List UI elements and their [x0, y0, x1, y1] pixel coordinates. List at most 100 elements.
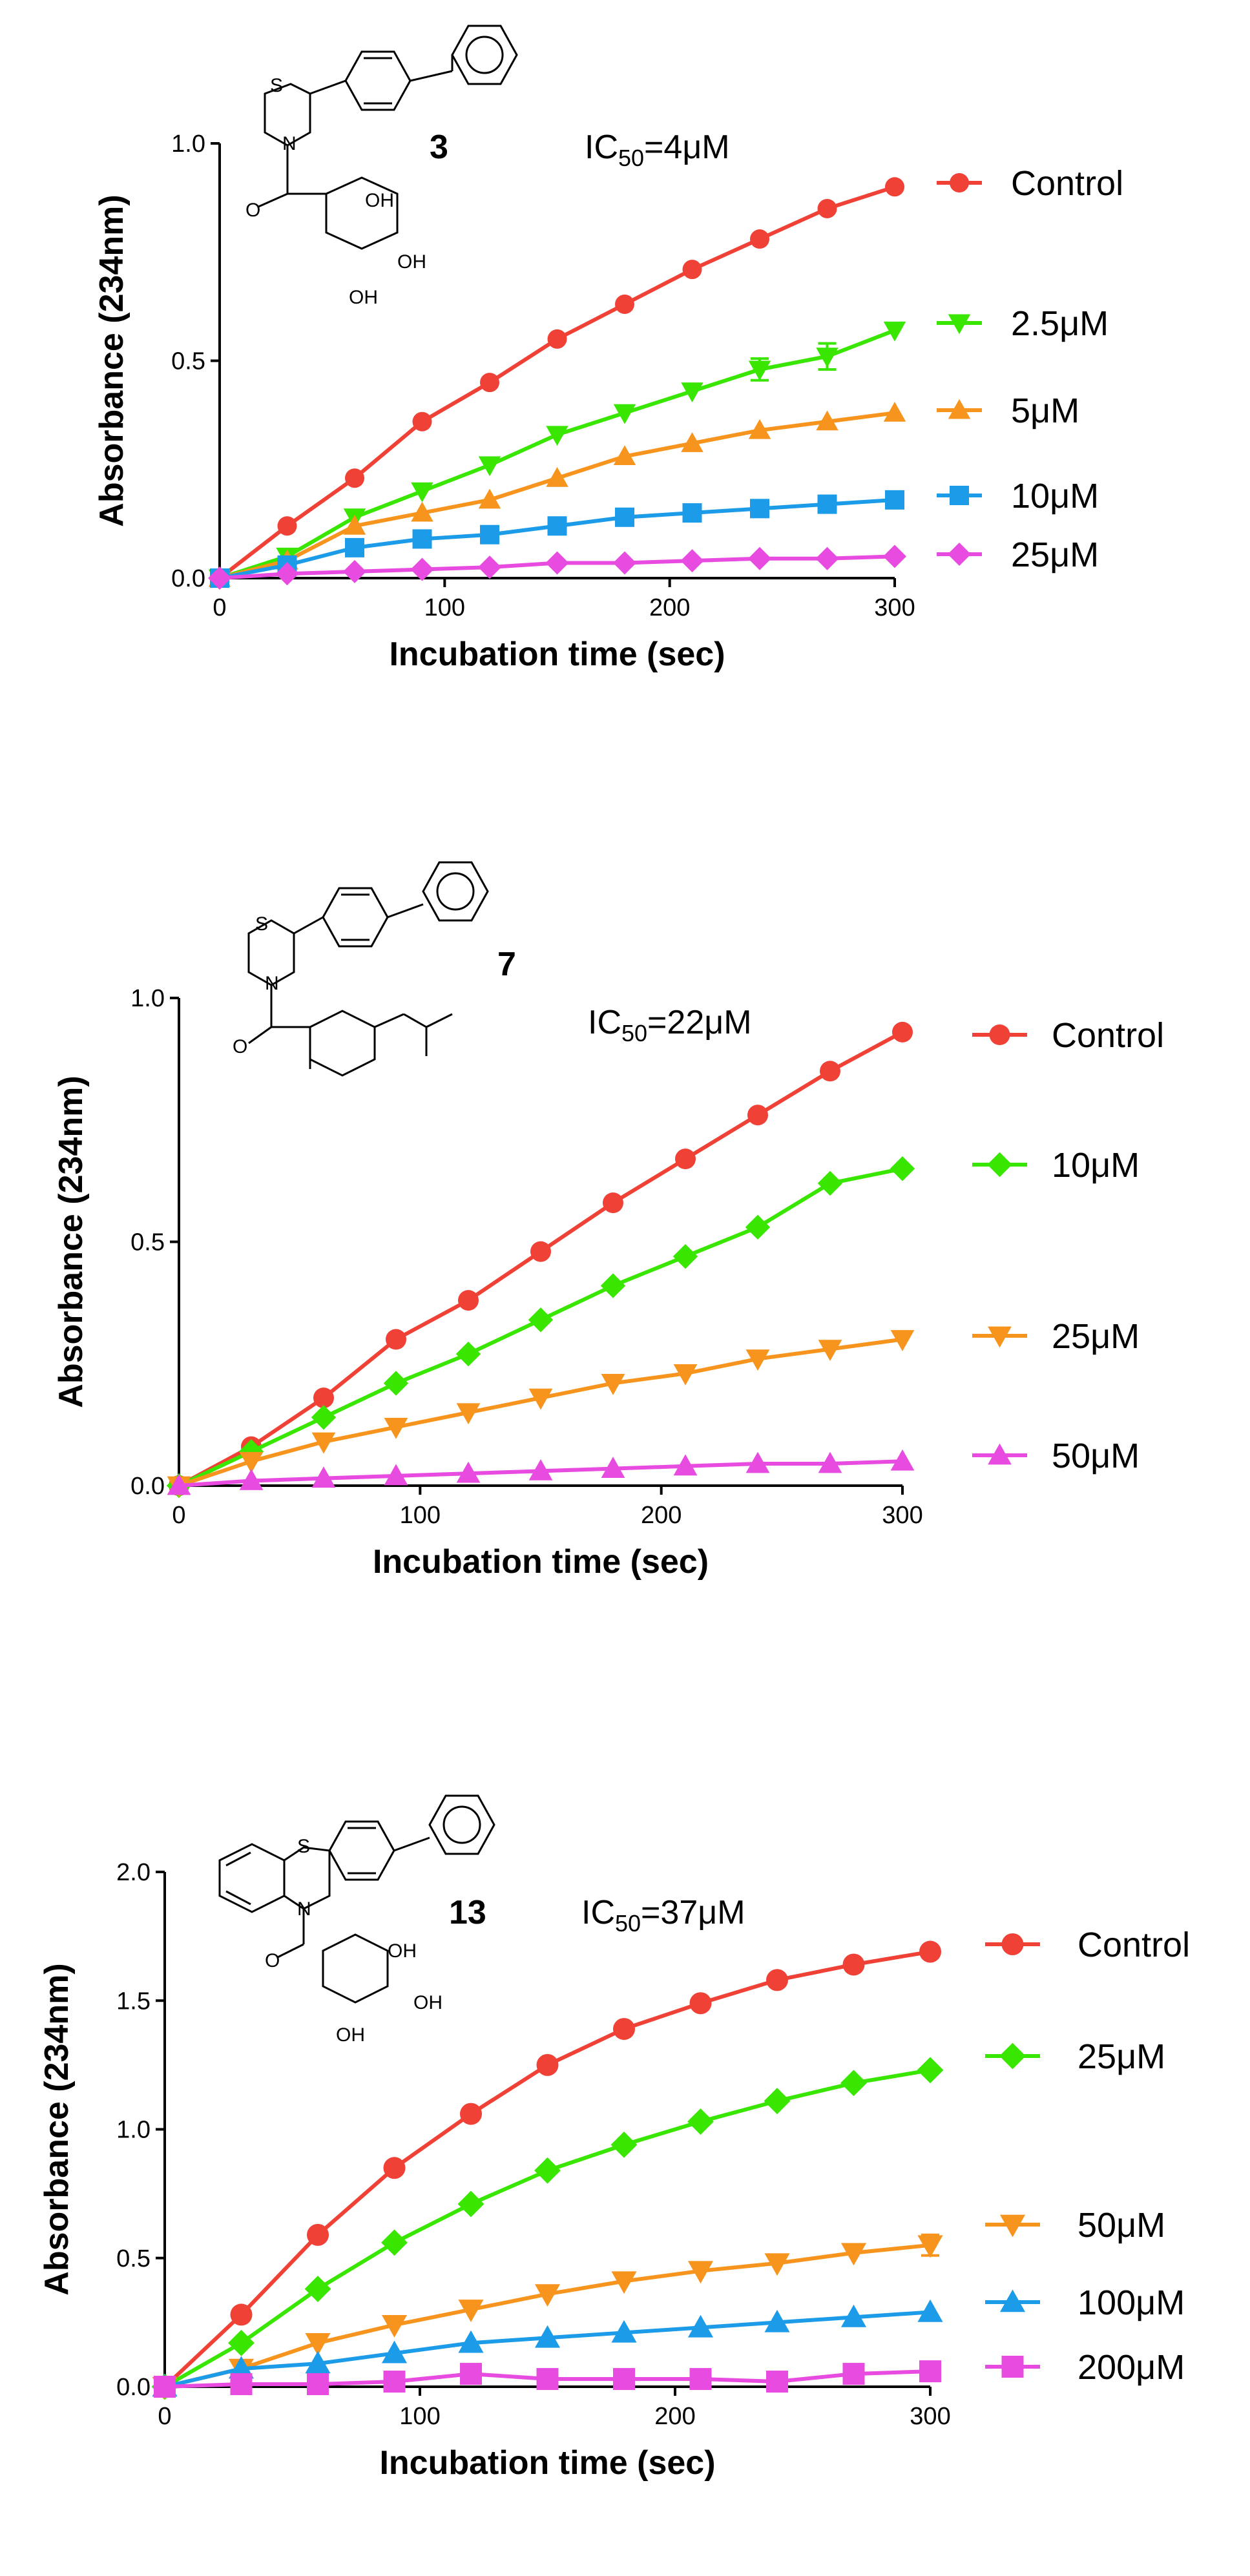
data-point	[883, 321, 906, 342]
ic50-label: IC50=37μM	[581, 1894, 745, 1937]
data-point	[305, 2351, 331, 2374]
legend-entry-100μM: 100μM	[985, 2283, 1185, 2322]
data-point	[239, 1469, 264, 1490]
data-point	[675, 1148, 696, 1170]
legend-label: 25μM	[1078, 2037, 1165, 2076]
y-tick-label: 1.5	[116, 1988, 151, 2015]
data-point	[750, 229, 769, 249]
data-point	[305, 2332, 331, 2356]
data-point	[748, 360, 771, 381]
data-point	[892, 1021, 913, 1043]
legend-entry-25μM: 25μM	[972, 1317, 1140, 1356]
atom-label: OH	[413, 1992, 443, 2013]
ic50-value: =37μM	[641, 1894, 745, 1931]
y-tick-label: 0.0	[171, 565, 205, 592]
compound-label: 13	[449, 1894, 486, 1931]
data-point	[546, 426, 568, 446]
legend-entry-10μM: 10μM	[937, 477, 1099, 515]
atom-label: O	[265, 1950, 280, 1971]
data-point	[842, 2363, 865, 2385]
compound-label: 3	[430, 129, 448, 166]
data-point	[687, 2314, 714, 2338]
data-point	[154, 2376, 176, 2398]
y-tick-label: 1.0	[116, 2117, 151, 2144]
series-Control	[210, 177, 904, 588]
atom-label: O	[233, 1036, 247, 1057]
series-10μM	[166, 1156, 915, 1499]
data-point	[840, 2070, 867, 2097]
data-point	[764, 2088, 791, 2115]
atom-label: O	[245, 200, 260, 221]
ic50-prefix: IC	[585, 129, 618, 166]
data-point	[534, 2325, 561, 2348]
legend-label: 50μM	[1052, 1437, 1140, 1475]
legend-marker	[999, 2214, 1026, 2238]
series-5μM	[208, 402, 906, 587]
data-point	[815, 546, 839, 570]
ic50-subscript: 50	[618, 145, 644, 171]
data-point	[613, 2368, 635, 2391]
data-point	[412, 411, 432, 431]
data-point	[528, 1307, 554, 1333]
data-point	[883, 545, 906, 568]
data-point	[480, 525, 499, 545]
data-point	[534, 2284, 561, 2307]
legend-label: Control	[1052, 1016, 1164, 1055]
legend-label: 10μM	[1052, 1146, 1140, 1185]
data-point	[343, 514, 366, 535]
data-point	[890, 1156, 915, 1181]
legend-marker	[1001, 1933, 1024, 1955]
data-point	[672, 1243, 698, 1269]
x-tick-label: 100	[400, 1502, 441, 1529]
data-point	[460, 2103, 482, 2125]
data-point	[842, 1953, 865, 1976]
legend-entry-50μM: 50μM	[985, 2206, 1165, 2245]
legend-marker	[948, 543, 971, 566]
data-point	[817, 494, 837, 514]
data-point	[411, 482, 433, 503]
data-point	[478, 488, 501, 509]
data-point	[840, 2243, 867, 2266]
data-point	[748, 419, 771, 439]
ic50-label: IC50=4μM	[585, 129, 730, 171]
data-point	[311, 1432, 336, 1454]
y-tick-label: 0.0	[116, 2374, 151, 2401]
data-point	[228, 2356, 255, 2379]
data-point	[343, 559, 366, 583]
data-point	[919, 1940, 941, 1963]
atom-label: OH	[365, 190, 394, 211]
data-point	[816, 410, 839, 431]
data-point	[613, 445, 636, 466]
y-tick-label: 2.0	[116, 1859, 151, 1886]
series-Control	[169, 1021, 913, 1496]
data-point	[817, 1170, 843, 1196]
data-point	[383, 2157, 406, 2179]
data-point	[689, 2368, 712, 2391]
data-point	[528, 1459, 553, 1480]
x-axis-title: Incubation time (sec)	[373, 1543, 709, 1581]
data-point	[603, 1192, 623, 1214]
data-point	[613, 2018, 635, 2041]
x-tick-label: 300	[910, 2403, 950, 2430]
data-point	[530, 1241, 551, 1262]
data-point	[766, 1969, 788, 1991]
data-point	[673, 1454, 698, 1476]
series-50μM	[167, 1449, 915, 1495]
ic50-value: =4μM	[644, 129, 730, 166]
structure-compound-13-drawing	[218, 1794, 495, 2004]
chart-panel-compound-13: S N O OH OH OH 13 IC50=37μM 0.0 0.5 1.0 1.5…	[38, 1794, 1190, 2482]
data-point	[745, 1451, 770, 1473]
data-point	[680, 549, 704, 573]
data-point	[536, 2053, 559, 2076]
data-point	[764, 2309, 790, 2332]
data-point	[384, 1418, 408, 1439]
atom-label: N	[297, 1898, 311, 1920]
atom-label: S	[297, 1836, 310, 1857]
y-tick-label: 1.0	[130, 985, 165, 1012]
data-point	[611, 2320, 637, 2343]
data-point	[890, 1449, 915, 1471]
data-point	[383, 2371, 406, 2393]
data-point	[681, 432, 703, 452]
legend-entry-10μM: 10μM	[972, 1146, 1140, 1185]
